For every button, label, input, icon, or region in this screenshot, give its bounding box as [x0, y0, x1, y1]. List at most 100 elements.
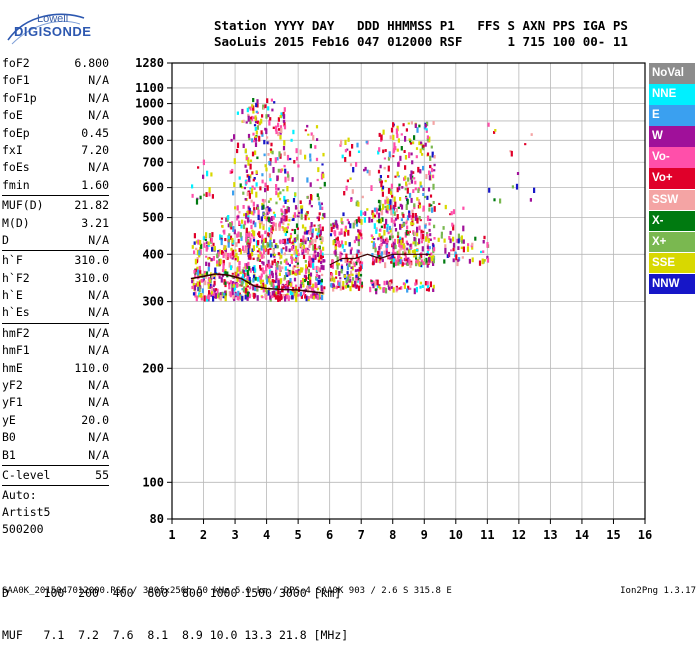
- echo-point: [211, 273, 214, 279]
- echo-point: [258, 259, 262, 262]
- echo-point: [306, 249, 309, 255]
- echo-point: [420, 185, 423, 188]
- echo-point: [264, 127, 267, 131]
- x-tick-label: 3: [231, 528, 238, 542]
- echo-point: [285, 215, 288, 222]
- echo-point: [280, 169, 283, 173]
- echo-point: [426, 281, 429, 285]
- echo-point: [247, 133, 251, 139]
- echo-point: [403, 150, 406, 153]
- echo-point: [314, 243, 317, 250]
- echo-point: [420, 252, 423, 259]
- echo-point: [236, 276, 239, 282]
- echo-point: [419, 181, 422, 187]
- echo-point: [261, 202, 264, 206]
- y-tick-label: 500: [142, 211, 164, 225]
- echo-point: [203, 193, 206, 197]
- echo-point: [429, 155, 432, 161]
- echo-point: [271, 150, 274, 155]
- echo-point: [284, 176, 287, 183]
- echo-point: [203, 295, 206, 302]
- echo-point: [249, 253, 252, 257]
- echo-point: [428, 203, 431, 207]
- echo-point: [251, 185, 254, 188]
- echo-point: [340, 240, 344, 247]
- echo-point: [262, 204, 265, 210]
- echo-point: [428, 257, 431, 263]
- echo-point: [374, 288, 377, 291]
- echo-point: [300, 294, 303, 299]
- echo-point: [273, 258, 276, 264]
- echo-point: [286, 262, 289, 265]
- echo-point: [315, 293, 318, 299]
- param-value: N/A: [88, 108, 109, 123]
- echo-point: [279, 125, 283, 129]
- echo-point: [218, 273, 221, 279]
- echo-point: [372, 241, 375, 247]
- echo-point: [386, 238, 389, 242]
- echo-point: [225, 255, 228, 260]
- echo-point: [357, 249, 360, 253]
- echo-point: [433, 237, 436, 240]
- echo-point: [359, 273, 363, 277]
- echo-point: [400, 218, 403, 222]
- echo-point: [344, 157, 347, 162]
- echo-point: [414, 213, 417, 219]
- echo-point: [216, 260, 219, 264]
- echo-point: [197, 166, 200, 169]
- param-name: D: [2, 232, 9, 247]
- echo-point: [330, 226, 333, 233]
- echo-point: [400, 286, 403, 290]
- echo-point: [199, 273, 202, 277]
- ionogram-chart: 1 2 3 4 5 6 7 8 9 10 11 12 13 14 15 16 8010020030040050…: [135, 56, 652, 542]
- echo-point: [397, 206, 400, 209]
- echo-point: [323, 259, 326, 263]
- echo-point: [406, 262, 409, 266]
- echo-point: [340, 139, 343, 146]
- echo-point: [426, 138, 429, 142]
- echo-point: [277, 117, 280, 122]
- echo-point: [270, 98, 273, 102]
- echo-point: [321, 252, 324, 256]
- echo-point: [419, 148, 422, 154]
- params-group-critical-frequencies: foF2 6.800 foF1 N/A foF1p N/A foE N/A foEp 0.45 fx…: [2, 55, 109, 194]
- echo-point: [360, 284, 364, 288]
- echo-point: [390, 127, 394, 133]
- echo-point: [262, 248, 266, 255]
- echo-point: [217, 251, 220, 257]
- echo-point: [267, 153, 270, 156]
- echo-point: [363, 168, 366, 172]
- echo-point: [372, 244, 375, 250]
- echo-point: [251, 171, 254, 175]
- echo-point: [358, 230, 361, 234]
- echo-point: [452, 209, 456, 215]
- echo-point: [256, 206, 260, 210]
- echo-point: [384, 262, 387, 269]
- param-value: N/A: [88, 232, 109, 247]
- echo-point: [207, 283, 210, 290]
- echo-point: [385, 196, 388, 199]
- echo-point: [218, 292, 221, 298]
- echo-point: [308, 286, 312, 289]
- echo-point: [432, 288, 435, 292]
- echo-point: [377, 199, 381, 204]
- echo-point: [399, 197, 402, 201]
- echo-point: [247, 217, 250, 223]
- echo-point: [274, 285, 277, 291]
- echo-point: [249, 116, 252, 120]
- param-row: B1 N/A: [2, 447, 109, 464]
- echo-point: [417, 166, 420, 173]
- echo-point: [311, 239, 314, 245]
- echo-point: [396, 235, 400, 239]
- echo-point: [198, 254, 201, 258]
- echo-point: [248, 175, 251, 182]
- echo-point: [350, 247, 353, 251]
- echo-point: [299, 149, 302, 155]
- echo-point: [273, 255, 276, 258]
- echo-point: [279, 131, 282, 135]
- echo-point: [486, 257, 490, 263]
- echo-point: [394, 261, 397, 267]
- echo-point: [309, 263, 312, 268]
- echo-point: [240, 235, 243, 241]
- echo-point: [416, 217, 419, 224]
